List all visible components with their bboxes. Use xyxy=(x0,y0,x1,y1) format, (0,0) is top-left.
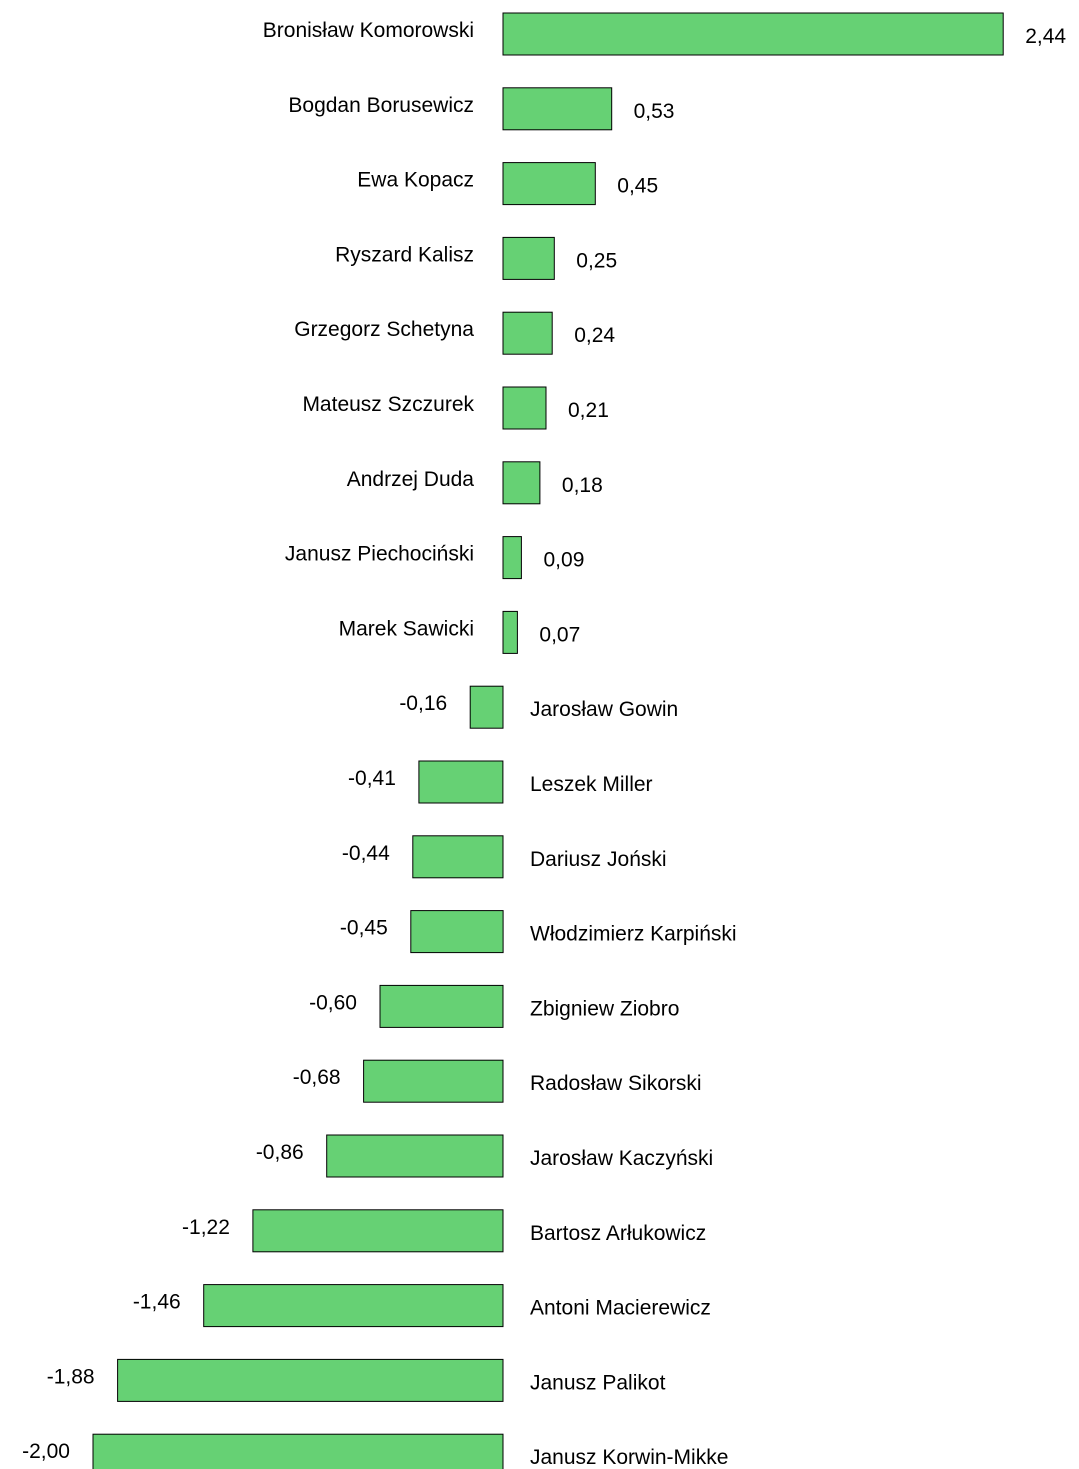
bar-18 xyxy=(203,1284,504,1328)
category-label-17: Bartosz Arłukowicz xyxy=(530,1222,706,1245)
category-label-7: Andrzej Duda xyxy=(347,468,475,491)
value-label-5: 0,24 xyxy=(574,324,615,347)
category-label-10: Jarosław Gowin xyxy=(530,698,678,721)
value-label-13: -0,45 xyxy=(340,917,388,940)
category-label-11: Leszek Miller xyxy=(530,773,653,796)
bar-13 xyxy=(410,910,504,954)
bar-6 xyxy=(502,386,547,430)
category-label-18: Antoni Macierewicz xyxy=(530,1297,711,1320)
category-label-8: Janusz Piechociński xyxy=(285,543,474,566)
value-label-7: 0,18 xyxy=(562,474,603,497)
value-label-18: -1,46 xyxy=(133,1291,181,1314)
bar-5 xyxy=(502,311,553,355)
category-label-15: Radosław Sikorski xyxy=(530,1072,702,1095)
category-label-3: Ewa Kopacz xyxy=(357,169,474,192)
value-label-11: -0,41 xyxy=(348,767,396,790)
bar-10 xyxy=(469,685,504,729)
category-label-1: Bronisław Komorowski xyxy=(263,19,474,42)
value-label-20: -2,00 xyxy=(22,1440,70,1463)
category-label-19: Janusz Palikot xyxy=(530,1371,666,1394)
bar-17 xyxy=(252,1209,504,1253)
bar-1 xyxy=(502,12,1004,56)
category-label-6: Mateusz Szczurek xyxy=(302,393,474,416)
value-label-14: -0,60 xyxy=(309,991,357,1014)
category-label-13: Włodzimierz Karpiński xyxy=(530,923,737,946)
value-label-17: -1,22 xyxy=(182,1216,230,1239)
value-label-12: -0,44 xyxy=(342,842,390,865)
category-label-20: Janusz Korwin-Mikke xyxy=(530,1446,728,1469)
value-label-15: -0,68 xyxy=(293,1066,341,1089)
bar-9 xyxy=(502,610,518,654)
bar-11 xyxy=(418,760,504,804)
bars-group xyxy=(92,12,1004,1469)
category-label-5: Grzegorz Schetyna xyxy=(294,318,474,341)
bar-2 xyxy=(502,87,613,131)
value-label-19: -1,88 xyxy=(47,1365,95,1388)
value-label-2: 0,53 xyxy=(634,100,675,123)
bar-4 xyxy=(502,236,555,280)
bar-7 xyxy=(502,461,541,505)
category-label-16: Jarosław Kaczyński xyxy=(530,1147,713,1170)
bar-14 xyxy=(379,984,504,1028)
category-label-2: Bogdan Borusewicz xyxy=(288,94,474,117)
value-label-3: 0,45 xyxy=(617,175,658,198)
value-label-4: 0,25 xyxy=(576,249,617,272)
value-label-10: -0,16 xyxy=(399,692,447,715)
bar-16 xyxy=(326,1134,504,1178)
value-label-16: -0,86 xyxy=(256,1141,304,1164)
category-label-14: Zbigniew Ziobro xyxy=(530,997,679,1020)
value-label-8: 0,09 xyxy=(544,549,585,572)
category-label-9: Marek Sawicki xyxy=(339,617,474,640)
category-label-12: Dariusz Joński xyxy=(530,848,667,871)
category-label-4: Ryszard Kalisz xyxy=(335,243,474,266)
bar-19 xyxy=(117,1358,504,1402)
labels-group: Bronisław Komorowski 2,44 Bogdan Borusewic… xyxy=(22,19,1066,1469)
value-label-6: 0,21 xyxy=(568,399,609,422)
bar-12 xyxy=(412,835,504,879)
bar-20 xyxy=(92,1433,504,1469)
bar-3 xyxy=(502,162,596,206)
value-label-1: 2,44 xyxy=(1025,25,1066,48)
bar-8 xyxy=(502,536,522,580)
bar-15 xyxy=(363,1059,504,1103)
value-label-9: 0,07 xyxy=(539,623,580,646)
